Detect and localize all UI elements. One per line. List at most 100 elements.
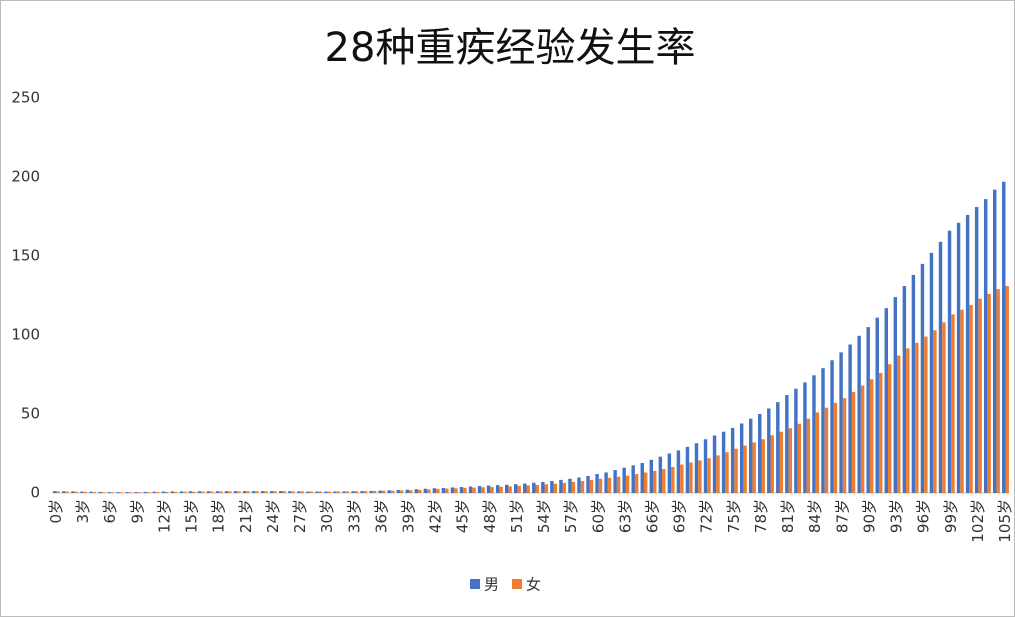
bar: [857, 335, 861, 493]
bar: [333, 491, 337, 493]
bar: [631, 465, 635, 493]
bar: [748, 418, 753, 493]
bar: [318, 491, 323, 493]
bar: [960, 309, 964, 493]
bar: [396, 489, 400, 493]
x-tick-label: 42岁: [427, 499, 445, 533]
y-tick-label: 100: [11, 326, 40, 344]
bar: [306, 491, 310, 493]
bar: [526, 485, 530, 493]
bar: [408, 490, 413, 493]
bar: [689, 462, 693, 493]
bar: [897, 355, 901, 493]
bar: [291, 491, 295, 493]
bar: [146, 492, 151, 493]
bar: [996, 289, 1000, 493]
bar: [324, 491, 328, 493]
bar: [604, 472, 608, 493]
bar: [924, 336, 928, 493]
bar: [523, 483, 527, 493]
x-tick-label: 54岁: [535, 499, 553, 533]
bar: [767, 408, 771, 493]
x-tick-label: 0岁: [47, 499, 65, 524]
bar: [468, 486, 473, 493]
bar: [902, 286, 907, 493]
bar: [1005, 286, 1009, 493]
x-tick-label: 48岁: [481, 499, 499, 533]
bar: [372, 490, 377, 493]
bar: [725, 452, 729, 493]
bar: [228, 491, 232, 493]
bar: [649, 459, 654, 493]
bar: [586, 475, 590, 493]
bar: [698, 460, 702, 493]
bar: [640, 462, 644, 493]
bar: [875, 317, 879, 493]
x-tick-label: 24岁: [264, 499, 282, 533]
bar: [625, 475, 630, 493]
bar: [613, 470, 617, 493]
bar: [423, 488, 428, 493]
bar: [965, 214, 970, 494]
bar: [716, 455, 720, 493]
bar: [134, 492, 138, 493]
bar: [188, 491, 193, 493]
bar: [445, 488, 449, 493]
bar: [508, 486, 512, 493]
bar: [381, 490, 386, 493]
x-tick-label: 72岁: [698, 499, 716, 533]
bar: [269, 491, 274, 493]
bar: [486, 485, 491, 493]
bar: [242, 491, 247, 493]
bar: [342, 491, 346, 493]
bar: [477, 486, 482, 493]
bar: [107, 492, 111, 493]
bar: [418, 489, 422, 493]
bar: [866, 327, 870, 493]
bar: [616, 476, 621, 493]
bar: [62, 491, 66, 493]
bar: [137, 492, 142, 493]
bar: [152, 491, 156, 493]
bar: [947, 230, 952, 493]
bar: [125, 492, 129, 493]
bar: [481, 487, 485, 493]
bar: [851, 391, 856, 493]
bar: [432, 488, 437, 493]
bar: [580, 480, 585, 493]
bar: [956, 222, 961, 493]
x-tick-label: 21岁: [237, 499, 255, 533]
bar: [309, 491, 314, 493]
chart-title: 28种重疾经验发生率: [325, 25, 696, 71]
bar: [255, 491, 259, 493]
bar: [219, 491, 223, 493]
bar: [237, 491, 241, 493]
bar: [354, 491, 359, 493]
bar: [336, 491, 341, 493]
bar: [842, 398, 847, 493]
bar: [643, 472, 648, 493]
bar: [761, 439, 765, 493]
bar: [179, 491, 184, 493]
bar: [920, 263, 925, 493]
x-tick-label: 81岁: [779, 499, 797, 533]
bar: [65, 491, 69, 493]
bar: [658, 456, 663, 493]
bar: [987, 293, 991, 493]
bar: [260, 491, 265, 493]
bar: [562, 482, 567, 493]
bar: [351, 491, 355, 493]
bar: [224, 491, 229, 493]
bar: [495, 485, 500, 493]
bar: [969, 304, 973, 493]
bar: [938, 241, 943, 493]
legend-swatch: [512, 579, 522, 589]
legend-label: 女: [526, 576, 541, 594]
x-tick-label: 15岁: [183, 499, 201, 533]
y-tick-label: 150: [11, 247, 40, 265]
bar: [490, 486, 494, 493]
bar: [535, 484, 539, 493]
bar: [911, 274, 916, 493]
bar: [143, 491, 147, 493]
